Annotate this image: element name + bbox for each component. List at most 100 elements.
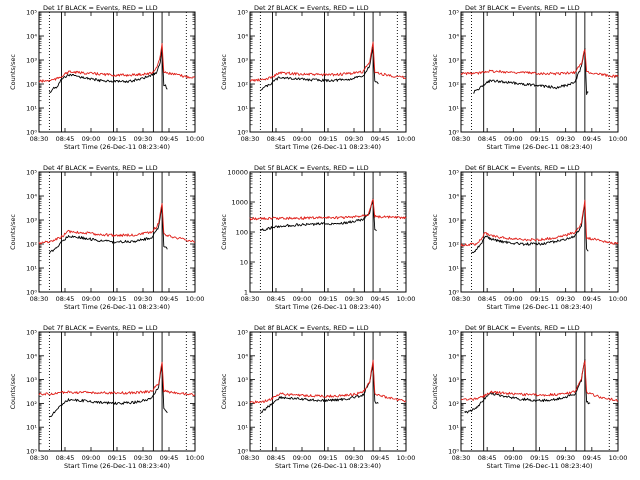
x-tick-label: 09:15 [530,295,549,303]
x-tick-label: 09:15 [319,454,338,462]
series-line-events [260,362,379,414]
x-axis-label: Start Time (26-Dec-11 08:23:40) [486,303,592,311]
y-axis-label: Counts/sec [9,373,17,409]
x-tick-label: 08:45 [56,295,75,303]
series-line-lld [460,360,619,402]
plot-frame [460,331,619,452]
y-tick-label: 10⁴ [448,33,459,41]
y-tick-label: 10² [26,81,37,89]
panel-title: Det 8f BLACK = Events, RED = LLD [254,324,369,332]
y-tick-label: 10³ [448,217,459,225]
y-tick-label: 10⁰ [26,448,37,456]
x-tick-label: 08:30 [452,135,471,143]
x-tick-label: 10:00 [186,135,205,143]
y-tick-label: 10 [240,259,248,267]
panel-det-6f: Det 6f BLACK = Events, RED = LLD 08:30 08:… [431,164,627,311]
series-line-events [48,204,168,255]
panel-title: Det 2f BLACK = Events, RED = LLD [254,4,369,12]
x-tick-label: 09:30 [134,295,153,303]
x-tick-label: 09:15 [319,295,338,303]
x-tick-label: 08:45 [267,454,286,462]
y-tick-label: 1 [244,289,248,297]
y-tick-label: 10⁴ [26,33,37,41]
y-tick-label: 1000 [231,199,248,207]
y-tick-label: 10³ [26,217,37,225]
panel-title: Det 3f BLACK = Events, RED = LLD [465,4,580,12]
y-tick-label: 10⁴ [237,352,248,360]
x-tick-label: 10:00 [609,454,628,462]
x-tick-label: 08:45 [478,135,497,143]
plot-frame [38,171,196,293]
x-tick-label: 09:00 [504,135,523,143]
series-line-lld [38,43,196,83]
y-tick-label: 10⁰ [448,448,459,456]
y-axis-label: Counts/sec [431,214,439,250]
x-tick-label: 09:00 [82,454,101,462]
panel-det-7f: Det 7f BLACK = Events, RED = LLD 08:30 08:… [9,324,204,470]
x-tick-label: 09:45 [582,295,601,303]
x-tick-label: 08:45 [56,454,75,462]
y-tick-label: 10⁴ [448,352,459,360]
x-tick-label: 09:45 [160,295,179,303]
panel-det-2f: Det 2f BLACK = Events, RED = LLD 08:30 08:… [220,4,415,151]
y-tick-label: 10¹ [448,265,459,273]
x-tick-label: 08:45 [267,295,286,303]
x-tick-label: 09:00 [82,135,101,143]
panel-title: Det 4f BLACK = Events, RED = LLD [43,164,158,172]
y-tick-label: 10⁵ [448,9,459,17]
panel-det-8f: Det 8f BLACK = Events, RED = LLD 08:30 08:… [220,324,415,470]
x-tick-label: 10:00 [609,135,628,143]
y-tick-label: 10⁰ [26,289,37,297]
y-tick-label: 10¹ [26,105,37,113]
y-tick-label: 10² [26,400,37,408]
x-tick-label: 09:30 [556,135,575,143]
plot-frame [249,11,407,133]
panel-title: Det 6f BLACK = Events, RED = LLD [465,164,580,172]
x-tick-label: 09:15 [319,135,338,143]
panel-title: Det 5f BLACK = Events, RED = LLD [254,164,369,172]
panel-det-3f: Det 3f BLACK = Events, RED = LLD 08:30 08:… [431,4,627,151]
x-tick-label: 09:45 [371,295,390,303]
series-line-lld [249,359,407,404]
x-tick-label: 09:00 [504,454,523,462]
y-tick-label: 10⁰ [237,129,248,137]
panel-det-5f: Det 5f BLACK = Events, RED = LLD 08:30 08:… [220,164,415,311]
panel-det-9f: Det 9f BLACK = Events, RED = LLD 08:30 08:… [431,324,627,470]
y-tick-label: 10² [448,81,459,89]
x-tick-label: 10:00 [397,295,416,303]
x-axis-label: Start Time (26-Dec-11 08:23:40) [275,462,381,470]
y-tick-label: 10² [26,241,37,249]
x-tick-label: 09:45 [160,454,179,462]
series-line-lld [460,49,619,79]
x-axis-label: Start Time (26-Dec-11 08:23:40) [64,462,170,470]
y-tick-label: 100 [236,229,248,237]
series-line-events [464,359,591,414]
x-tick-label: 09:00 [293,454,312,462]
series-line-events [473,48,589,95]
x-tick-label: 08:45 [267,135,286,143]
y-tick-label: 10¹ [26,424,37,432]
panel-det-4f: Det 4f BLACK = Events, RED = LLD 08:30 08:… [9,164,204,311]
y-tick-label: 10⁰ [448,289,459,297]
y-tick-label: 10⁵ [448,329,459,337]
y-tick-label: 10¹ [448,105,459,113]
x-tick-label: 09:00 [293,135,312,143]
x-tick-label: 09:30 [345,454,364,462]
x-tick-label: 09:00 [293,295,312,303]
y-tick-label: 10⁵ [26,329,37,337]
x-tick-label: 10:00 [609,295,628,303]
x-tick-label: 08:30 [241,454,260,462]
x-tick-label: 09:45 [371,454,390,462]
x-tick-label: 09:15 [108,454,127,462]
y-tick-label: 10¹ [237,105,248,113]
series-line-lld [38,361,196,397]
series-line-events [471,203,589,254]
x-tick-label: 09:00 [82,295,101,303]
series-line-events [49,363,168,418]
y-tick-label: 10000 [227,169,248,177]
x-tick-label: 09:30 [345,135,364,143]
series-line-lld [460,199,619,247]
x-tick-label: 09:30 [134,135,153,143]
panel-title: Det 7f BLACK = Events, RED = LLD [43,324,158,332]
